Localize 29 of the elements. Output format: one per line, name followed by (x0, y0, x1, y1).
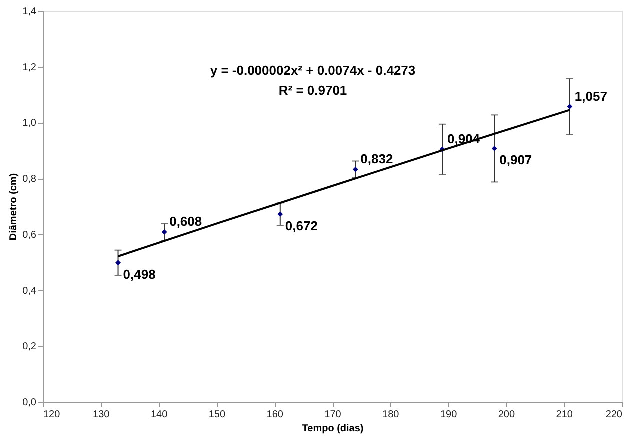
x-tick-label: 220 (606, 410, 623, 420)
y-tick-label: 0,6 (22, 230, 37, 241)
y-tick-label: 0,8 (22, 174, 37, 186)
data-label: 0,498 (123, 266, 156, 282)
x-tick-label: 160 (266, 410, 284, 420)
data-label: 0,907 (500, 152, 532, 168)
data-label: 1,057 (574, 88, 608, 104)
annotation: R² = 0.9701 (278, 83, 348, 98)
y-tick-label: 1,4 (22, 6, 37, 18)
x-tick-label: 210 (556, 410, 574, 420)
x-axis-title: Tempo (dias) (302, 424, 364, 434)
y-tick-label: 0,4 (22, 286, 37, 297)
y-tick-label: 0,2 (22, 342, 37, 353)
annotation: y = -0.000002x² + 0.0074x - 0.4273 (210, 63, 416, 78)
x-tick-label: 120 (44, 410, 61, 420)
y-tick-label: 0,0 (22, 398, 37, 408)
y-tick-label: 1,2 (22, 62, 37, 74)
data-label: 0,832 (360, 152, 394, 167)
x-tick-label: 200 (498, 410, 516, 420)
x-tick-label: 170 (324, 410, 342, 420)
x-tick-label: 140 (150, 410, 168, 420)
y-tick-label: 1,0 (22, 118, 37, 130)
x-tick-label: 190 (440, 410, 458, 420)
y-axis-title: Diâmetro (cm) (8, 173, 20, 241)
x-tick-label: 180 (382, 410, 400, 420)
data-label: 0,672 (285, 218, 318, 234)
x-tick-label: 150 (208, 410, 226, 420)
x-tick-label: 130 (93, 410, 110, 420)
data-label: 0,608 (170, 214, 202, 230)
